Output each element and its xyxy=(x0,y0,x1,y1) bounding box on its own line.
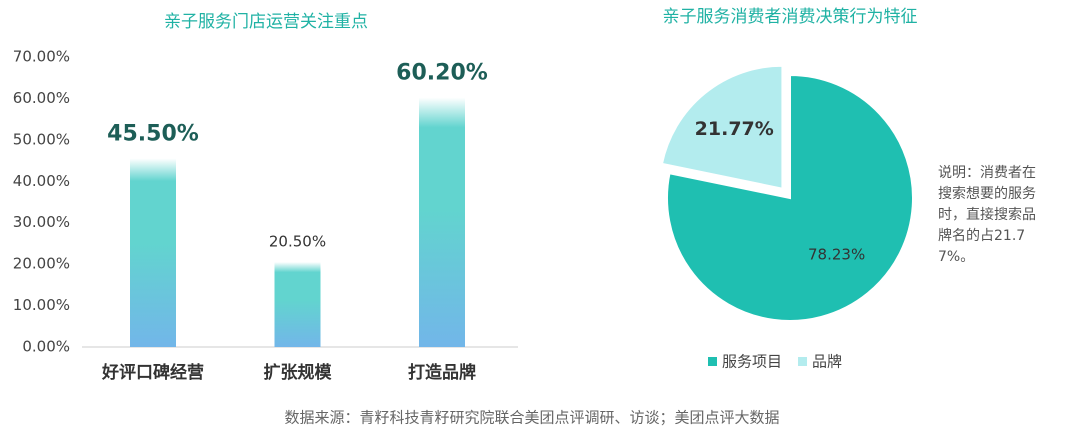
x-tick-label: 扩张规模 xyxy=(264,362,333,383)
value-label: 60.20% xyxy=(396,61,488,86)
y-tick-label: 0.00% xyxy=(22,338,70,356)
slice-label: 78.23% xyxy=(808,246,865,264)
legend-label: 服务项目 xyxy=(722,353,782,371)
legend-label: 品牌 xyxy=(812,353,842,371)
bar-title: 亲子服务门店运营关注重点 xyxy=(164,12,368,32)
y-tick-label: 10.00% xyxy=(13,296,70,314)
annotation: 说明：消费者在搜索想要的服务时，直接搜索品牌名的占21.77%。 xyxy=(938,165,1036,265)
x-tick-label: 好评口碑经营 xyxy=(101,362,204,383)
bar xyxy=(274,262,321,347)
slice-label: 21.77% xyxy=(695,118,774,140)
source-note: 数据来源：青籽科技青籽研究院联合美团点评调研、访谈；美团点评大数据 xyxy=(284,409,779,427)
x-tick-label: 打造品牌 xyxy=(408,362,476,383)
pie-slice xyxy=(660,64,784,190)
y-tick-label: 60.00% xyxy=(13,89,70,107)
y-tick-label: 70.00% xyxy=(13,48,70,66)
y-tick-label: 30.00% xyxy=(13,213,70,231)
y-tick-label: 20.00% xyxy=(13,255,70,273)
value-label: 45.50% xyxy=(107,122,199,147)
legend-swatch xyxy=(798,357,808,366)
value-label: 20.50% xyxy=(269,233,326,251)
pie-slice xyxy=(666,73,914,322)
y-tick-label: 50.00% xyxy=(13,130,70,148)
y-tick-label: 40.00% xyxy=(13,172,70,190)
legend-swatch xyxy=(708,357,717,366)
bar xyxy=(419,97,465,347)
pie-title: 亲子服务消费者消费决策行为特征 xyxy=(663,7,918,27)
bar xyxy=(130,158,176,347)
